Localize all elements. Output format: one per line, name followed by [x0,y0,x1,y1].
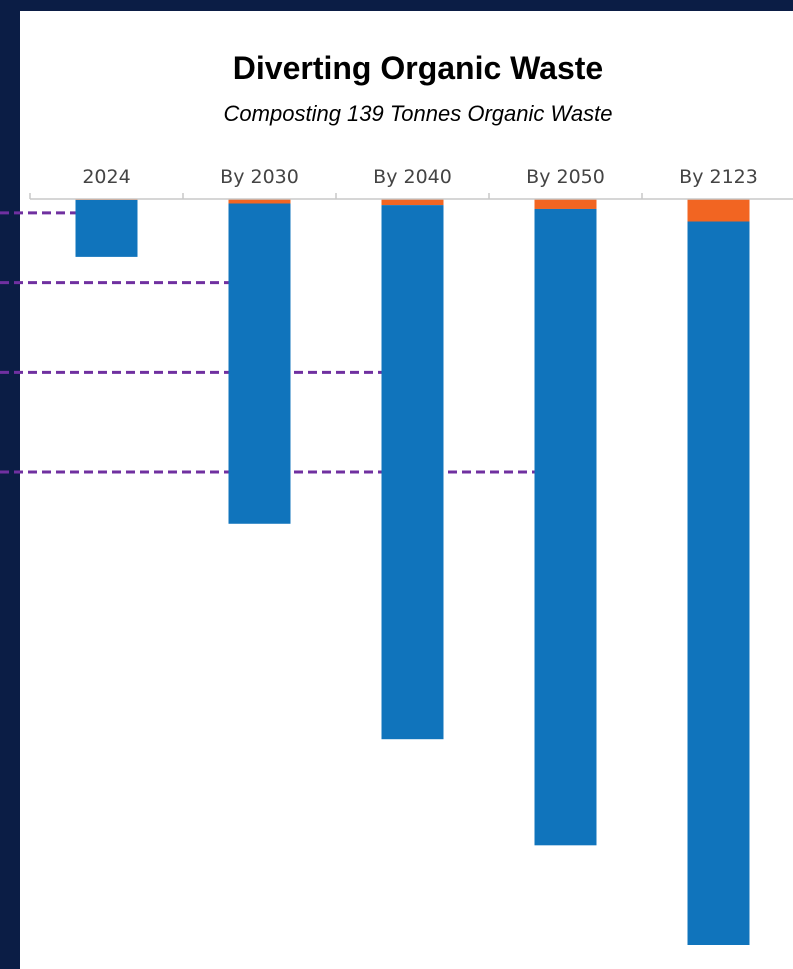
bar-segment-blue [534,208,597,846]
bars [75,199,750,946]
bar-segment-blue [75,199,138,257]
bar-segment-orange [381,199,444,206]
x-tick-label: By 2123 [679,166,758,188]
x-tick-label: By 2040 [373,166,452,188]
bar-segment-orange [228,199,291,204]
x-axis [29,193,793,200]
chart-title: Diverting Organic Waste [233,50,603,86]
chart-subtitle: Composting 139 Tonnes Organic Waste [224,101,613,126]
x-tick-label: By 2030 [220,166,299,188]
bar-segment-blue [381,205,444,740]
x-tick-label: By 2050 [526,166,605,188]
x-tick-label: 2024 [82,166,130,188]
bar-segment-blue [228,203,291,524]
reference-lines [0,211,590,474]
bar-segment-orange [687,199,750,222]
bar-segment-blue [687,221,750,946]
x-tick-labels: 2024 By 2030 By 2040 By 2050 By 2123 [82,166,758,188]
bar-segment-orange [534,199,597,209]
